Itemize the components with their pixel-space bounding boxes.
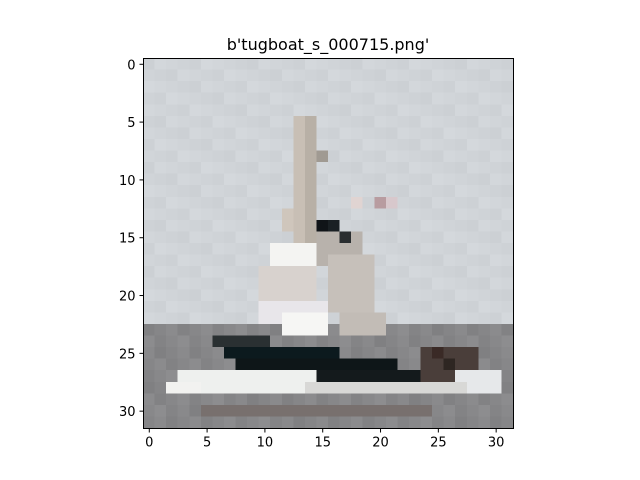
tugboat-image [143, 58, 513, 428]
y-tick-label: 0 [127, 58, 135, 73]
y-tick-label: 20 [119, 290, 136, 305]
x-tick-label: 15 [314, 436, 331, 451]
x-tick-label: 25 [430, 436, 447, 451]
y-axis-ticks: 0 5 10 15 20 25 30 [119, 58, 144, 420]
axes-frame [143, 58, 514, 429]
figure-title: b'tugboat_s_000715.png' [227, 35, 430, 55]
y-tick-label: 30 [119, 405, 136, 420]
x-axis-ticks: 0 5 10 15 20 25 30 [145, 428, 505, 451]
x-tick-label: 5 [203, 436, 211, 451]
x-tick-label: 10 [257, 436, 274, 451]
x-tick-label: 30 [488, 436, 505, 451]
x-tick-label: 0 [145, 436, 153, 451]
y-tick-label: 15 [119, 232, 136, 247]
y-tick-label: 5 [127, 116, 135, 131]
x-tick-label: 20 [372, 436, 389, 451]
y-tick-label: 10 [119, 174, 136, 189]
y-tick-label: 25 [119, 347, 136, 362]
